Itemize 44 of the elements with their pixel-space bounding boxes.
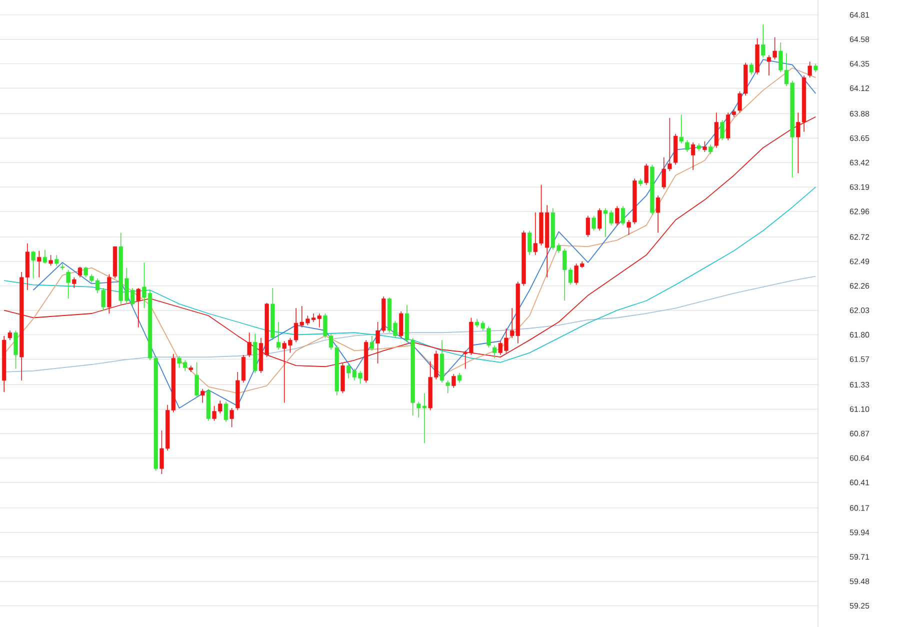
candlestick: [708, 144, 713, 154]
candlestick: [656, 195, 660, 234]
candlestick: [136, 288, 140, 328]
candlestick: [598, 208, 602, 232]
candlestick: [620, 206, 626, 226]
candlestick: [615, 206, 620, 226]
candlestick: [276, 322, 281, 350]
candlestick: [592, 215, 596, 232]
candlestick: [84, 266, 88, 278]
candlestick: [492, 344, 497, 359]
candlestick: [66, 270, 70, 300]
candlestick: [446, 380, 450, 394]
candlestick: [370, 335, 374, 352]
candlestick: [247, 332, 252, 358]
candlestick: [452, 374, 456, 388]
candlestick: [37, 250, 42, 278]
candlestick: [42, 249, 48, 264]
candlestick: [702, 140, 707, 152]
candlestick: [761, 24, 766, 58]
candlestick: [78, 266, 82, 278]
candlestick: [31, 250, 36, 279]
candlestick: [230, 408, 234, 428]
candlestick: [749, 62, 754, 75]
candlestick: [586, 215, 590, 238]
candlestick: [457, 372, 462, 383]
candlestick: [679, 114, 684, 144]
candlestick: [685, 140, 690, 152]
candlestick: [72, 276, 76, 288]
candlestick: [200, 388, 205, 404]
candlestick: [14, 330, 18, 370]
candlestick: [399, 310, 404, 338]
candlestick: [528, 230, 532, 256]
candlestick: [54, 254, 59, 266]
candlestick: [720, 120, 724, 141]
candlestick: [224, 401, 228, 422]
line-series: [4, 116, 816, 368]
candlestick: [808, 61, 812, 78]
candlestick: [60, 263, 65, 270]
candlestick: [194, 362, 199, 398]
candlestick: [48, 254, 53, 266]
candlestick: [714, 112, 718, 148]
candlestick: [690, 142, 696, 170]
candlestick: [644, 163, 648, 186]
candlestick: [8, 330, 12, 340]
